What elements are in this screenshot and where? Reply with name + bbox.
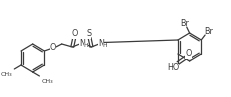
Text: N: N: [79, 39, 85, 48]
Text: N: N: [98, 39, 104, 48]
Text: CH₃: CH₃: [41, 79, 53, 84]
Text: Br: Br: [180, 19, 189, 28]
Text: HO: HO: [167, 64, 179, 72]
Text: H: H: [103, 43, 107, 48]
Text: CH₃: CH₃: [1, 72, 12, 77]
Text: O: O: [50, 43, 56, 52]
Text: Br: Br: [204, 26, 213, 36]
Text: H: H: [83, 43, 88, 48]
Text: S: S: [86, 29, 91, 39]
Text: O: O: [72, 29, 78, 39]
Text: O: O: [185, 49, 192, 58]
